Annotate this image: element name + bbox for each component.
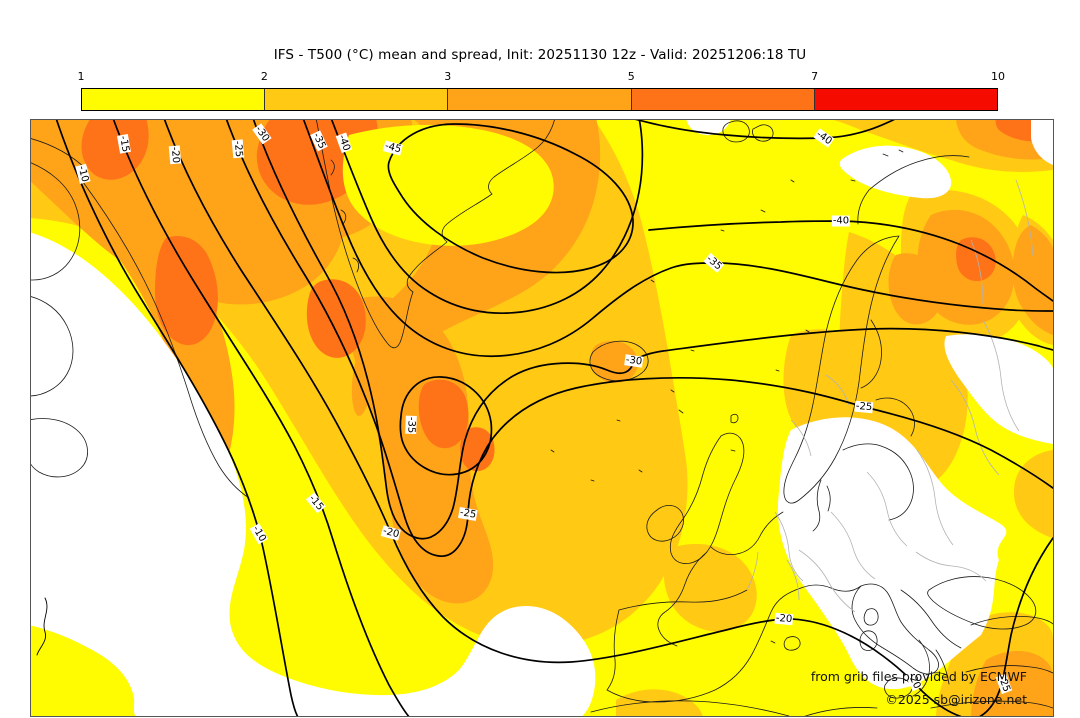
colorbar-segment: [631, 89, 815, 110]
colorbar-segment: [265, 89, 449, 110]
colorbar-tick-label: 2: [260, 70, 268, 83]
attribution-line1: from grib files provided by ECMWF: [810, 669, 1027, 684]
page-title: IFS - T500 (°C) mean and spread, Init: 2…: [273, 47, 807, 63]
colorbar-segment: [82, 89, 266, 110]
colorbar-tick-label: 1: [77, 70, 85, 83]
colorbar-tick-label: 3: [444, 70, 452, 83]
weather-map: -10 -15 -20 -25 -30 -35 -40 -45 -40 -40 -35 -30 -25-…: [30, 119, 1054, 717]
spread-below-1-regions: [31, 120, 1053, 716]
country-borders: [746, 179, 1034, 613]
colorbar-segment: [814, 89, 998, 110]
colorbar-ticks: 1 2 3 5 7 10: [77, 70, 1006, 84]
colorbar: [81, 88, 998, 111]
colorbar-tick-label: 7: [811, 70, 819, 83]
colorbar-tick-label: 5: [627, 70, 635, 83]
colorbar-segment: [448, 89, 632, 110]
spread-fill-wedge: [31, 625, 136, 716]
coastlines: [31, 120, 1053, 716]
map-canvas: [31, 120, 1053, 716]
colorbar-tick-label: 10: [991, 70, 1005, 83]
t500-mean-contours: [36, 120, 1053, 716]
attribution-line2: ©2025 sb@irizone.net: [885, 692, 1027, 707]
